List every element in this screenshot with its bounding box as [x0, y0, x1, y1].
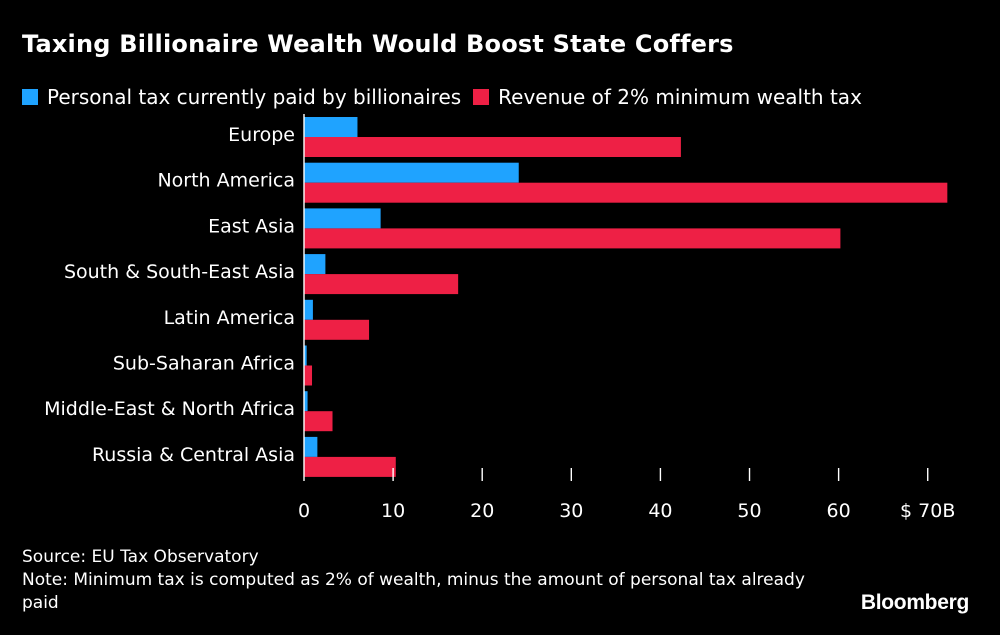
x-tick-label-10: 10 [381, 500, 405, 522]
bar-wealth-tax-south-south-east-asia [304, 274, 459, 295]
bar-wealth-tax-east-asia [304, 228, 841, 249]
bar-wealth-tax-latin-america [304, 319, 370, 340]
bar-personal-tax-russia-central-asia [304, 436, 318, 457]
bar-chart: Europe North America East Asia South & Sout… [44, 114, 955, 522]
bar-personal-tax-latin-america [304, 299, 313, 320]
bar-wealth-tax-europe [304, 137, 681, 157]
category-label-south-south-east-asia: South & South-East Asia [64, 261, 295, 283]
category-label-europe: Europe [228, 124, 295, 146]
legend-label-wealth-tax: Revenue of 2% minimum wealth tax [498, 85, 862, 109]
bar-personal-tax-east-asia [304, 208, 381, 229]
x-tick-label-30: 30 [559, 500, 583, 522]
legend-item-personal-tax: Personal tax currently paid by billionai… [22, 85, 461, 109]
legend-swatch-wealth-tax [473, 89, 490, 105]
category-label-middle-east-north-africa: Middle-East & North Africa [44, 398, 295, 420]
x-tick-label-0: 0 [298, 500, 310, 522]
source-text: Source: EU Tax Observatory [22, 547, 259, 567]
chart-footnotes: Source: EU Tax Observatory Note: Minimum… [22, 546, 822, 615]
bar-personal-tax-north-america [304, 162, 519, 183]
x-tick-label-60: 60 [827, 500, 851, 522]
legend-label-personal-tax: Personal tax currently paid by billionai… [47, 85, 462, 109]
x-tick-label-70: $ 70B [900, 500, 955, 522]
x-tick-label-50: 50 [737, 500, 761, 522]
legend-swatch-personal-tax [22, 89, 38, 105]
category-label-east-asia: East Asia [208, 215, 295, 237]
bar-wealth-tax-north-america [304, 182, 948, 203]
bar-personal-tax-sub-saharan-africa [304, 345, 307, 366]
bloomberg-logo: Bloomberg [860, 591, 969, 614]
x-tick-label-20: 20 [470, 500, 494, 522]
bar-wealth-tax-sub-saharan-africa [304, 365, 313, 386]
bar-personal-tax-south-south-east-asia [304, 254, 326, 275]
category-label-north-america: North America [157, 170, 295, 192]
bar-personal-tax-europe [304, 117, 358, 137]
note-text: Note: Minimum tax is computed as 2% of w… [22, 570, 805, 613]
chart-legend: Personal tax currently paid by billionai… [22, 84, 874, 110]
category-label-latin-america: Latin America [164, 307, 295, 329]
x-tick-label-40: 40 [648, 500, 672, 522]
bar-wealth-tax-russia-central-asia [304, 456, 396, 477]
chart-title: Taxing Billionaire Wealth Would Boost St… [22, 30, 734, 58]
category-label-sub-saharan-africa: Sub-Saharan Africa [113, 353, 295, 375]
bar-wealth-tax-middle-east-north-africa [304, 411, 333, 432]
legend-item-wealth-tax: Revenue of 2% minimum wealth tax [473, 85, 862, 109]
bar-personal-tax-middle-east-north-africa [304, 391, 308, 412]
category-label-russia-central-asia: Russia & Central Asia [92, 444, 295, 466]
